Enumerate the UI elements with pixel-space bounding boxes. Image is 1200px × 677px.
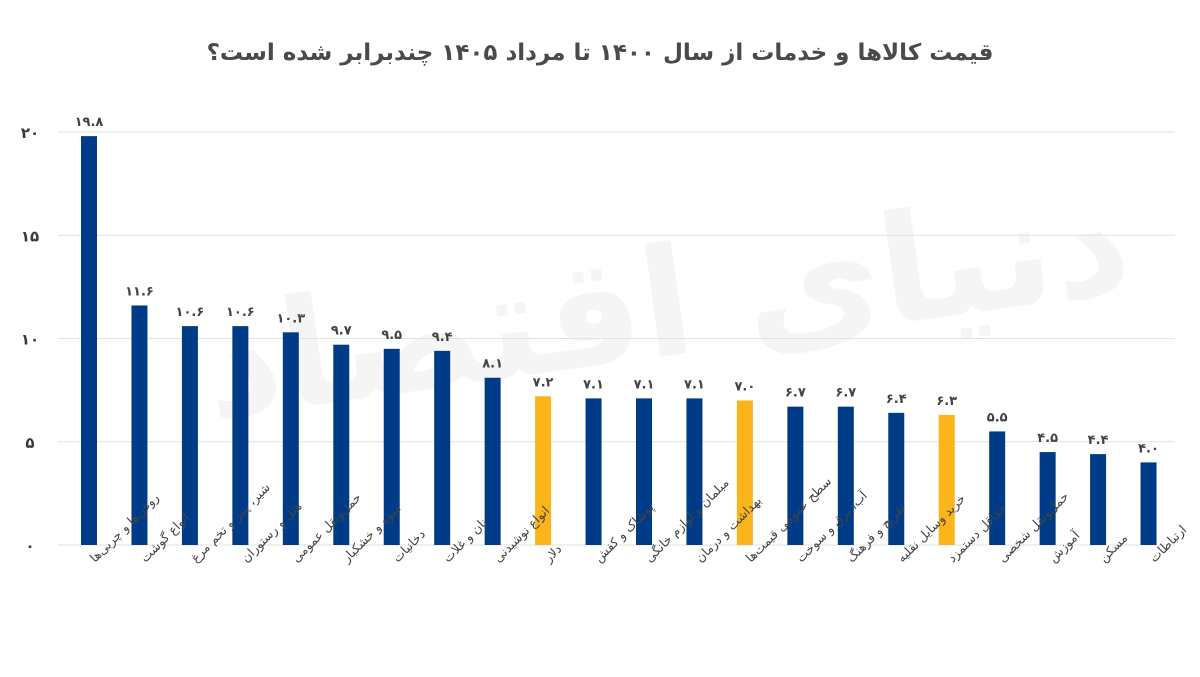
y-tick-label: ۱۵ bbox=[21, 227, 39, 245]
bar bbox=[938, 414, 955, 545]
bar bbox=[585, 398, 602, 545]
data-label: ۱۱.۶ bbox=[125, 284, 154, 299]
data-label: ۹.۴ bbox=[432, 330, 453, 345]
bar bbox=[1140, 462, 1157, 545]
data-label: ۴.۵ bbox=[1037, 431, 1058, 446]
y-tick-label: ۰ bbox=[25, 537, 34, 555]
data-label: ۷.۱ bbox=[684, 377, 705, 392]
bar bbox=[282, 332, 299, 545]
bar bbox=[989, 431, 1006, 545]
y-tick-label: ۲۰ bbox=[21, 124, 39, 142]
data-label: ۷.۰ bbox=[735, 379, 756, 394]
bar bbox=[434, 350, 451, 545]
data-label: ۷.۱ bbox=[583, 377, 604, 392]
data-label: ۱۰.۳ bbox=[276, 311, 305, 326]
bar bbox=[736, 400, 753, 545]
bar bbox=[131, 305, 148, 545]
data-label: ۱۰.۶ bbox=[176, 305, 205, 320]
bar bbox=[333, 344, 350, 545]
bar bbox=[484, 377, 501, 545]
bar bbox=[81, 136, 97, 545]
y-tick-label: ۱۰ bbox=[21, 331, 39, 349]
category-label: شیر، پنیر و تخم مرغ bbox=[187, 480, 273, 566]
y-tick-label: ۵ bbox=[25, 434, 34, 452]
chart-title: قیمت کالاها و خدمات از سال ۱۴۰۰ تا مرداد… bbox=[206, 40, 994, 66]
bar bbox=[232, 326, 249, 545]
data-label: ۹.۵ bbox=[381, 328, 402, 343]
data-label: ۷.۱ bbox=[634, 377, 655, 392]
bar bbox=[535, 396, 552, 545]
data-label: ۱۰.۶ bbox=[226, 305, 255, 320]
data-label: ۵.۵ bbox=[987, 410, 1008, 425]
y-axis: ۰ ۵ ۱۰ ۱۵ ۲۰ bbox=[21, 124, 39, 555]
bar bbox=[181, 326, 198, 545]
data-labels: ۱۹.۸ ۱۱.۶ ۱۰.۶ ۱۰.۶ ۱۰.۳ ۹.۷ ۹.۵ ۹.۴ ۸.۱ ۷.۲ ۷.۱ ۷.… bbox=[75, 115, 1159, 456]
data-label: ۶.۴ bbox=[886, 392, 907, 407]
data-label: ۷.۲ bbox=[533, 375, 554, 390]
bar bbox=[383, 348, 400, 545]
bars bbox=[81, 136, 1157, 545]
data-label: ۴.۴ bbox=[1088, 433, 1109, 448]
bar bbox=[888, 412, 905, 545]
data-label: ۹.۷ bbox=[331, 324, 352, 339]
bar bbox=[686, 398, 703, 545]
bar bbox=[1039, 452, 1056, 545]
data-label: ۶.۷ bbox=[785, 386, 806, 401]
data-label: ۴.۰ bbox=[1138, 441, 1159, 456]
data-label: ۸.۱ bbox=[482, 357, 503, 372]
data-label: ۶.۷ bbox=[835, 386, 856, 401]
bar bbox=[837, 406, 854, 545]
bar bbox=[787, 406, 804, 545]
data-label: ۱۹.۸ bbox=[75, 115, 104, 130]
bar bbox=[1090, 454, 1107, 545]
data-label: ۶.۳ bbox=[936, 394, 957, 409]
bar bbox=[636, 398, 652, 545]
